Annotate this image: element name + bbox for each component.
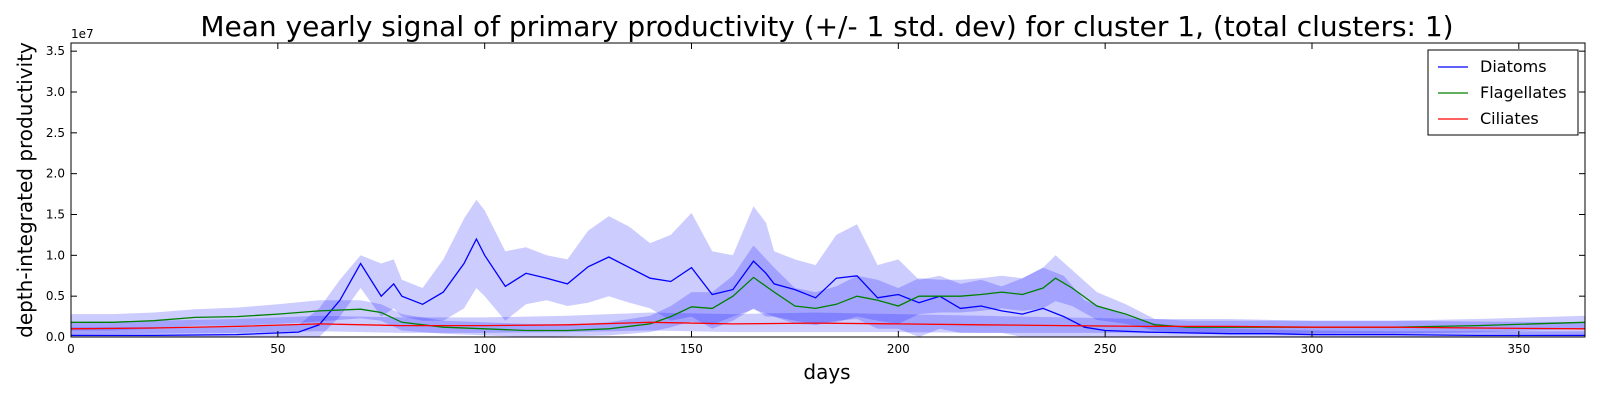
legend-label-ciliates: Ciliates bbox=[1480, 109, 1539, 128]
x-tick-label: 150 bbox=[680, 342, 703, 356]
x-tick-label: 100 bbox=[473, 342, 496, 356]
y-tick-label: 1.5 bbox=[46, 208, 65, 222]
legend: Diatoms Flagellates Ciliates bbox=[1427, 49, 1579, 136]
x-axis-label: days bbox=[803, 360, 850, 384]
ciliates-line bbox=[70, 321, 1586, 330]
diatoms-line bbox=[71, 237, 1585, 337]
y-tick-label: 0.5 bbox=[46, 289, 65, 303]
y-axis: 0.0 0.5 1.0 1.5 2.0 2.5 3.0 3.5 bbox=[46, 44, 1585, 344]
x-tick-label: 350 bbox=[1507, 342, 1530, 356]
x-tick-label: 250 bbox=[1094, 342, 1117, 356]
y-tick-label: 3.5 bbox=[46, 44, 65, 58]
y-tick-label: 2.0 bbox=[46, 167, 65, 181]
legend-label-diatoms: Diatoms bbox=[1480, 57, 1547, 76]
y-tick-label: 0.0 bbox=[46, 330, 65, 344]
x-tick-label: 300 bbox=[1301, 342, 1324, 356]
y-tick-label: 1.0 bbox=[46, 248, 65, 262]
y-multiplier-label: 1e7 bbox=[71, 27, 94, 41]
flagellates-line bbox=[71, 276, 1586, 332]
chart-title: Mean yearly signal of primary productivi… bbox=[200, 10, 1453, 43]
std-dev-bands bbox=[71, 199, 1585, 337]
plot-frame bbox=[70, 42, 1586, 338]
x-tick-label: 50 bbox=[270, 342, 285, 356]
x-axis: 0 50 100 150 200 250 300 350 bbox=[67, 43, 1530, 356]
flagellates-std-band bbox=[71, 245, 1585, 337]
series-lines bbox=[70, 237, 1586, 337]
y-tick-label: 3.0 bbox=[46, 85, 65, 99]
legend-label-flagellates: Flagellates bbox=[1480, 83, 1567, 102]
y-tick-label: 2.5 bbox=[46, 126, 65, 140]
x-tick-label: 0 bbox=[67, 342, 75, 356]
diatoms-std-band bbox=[71, 199, 1585, 337]
y-axis-label: depth-integrated productivity bbox=[13, 42, 37, 338]
x-tick-label: 200 bbox=[887, 342, 910, 356]
